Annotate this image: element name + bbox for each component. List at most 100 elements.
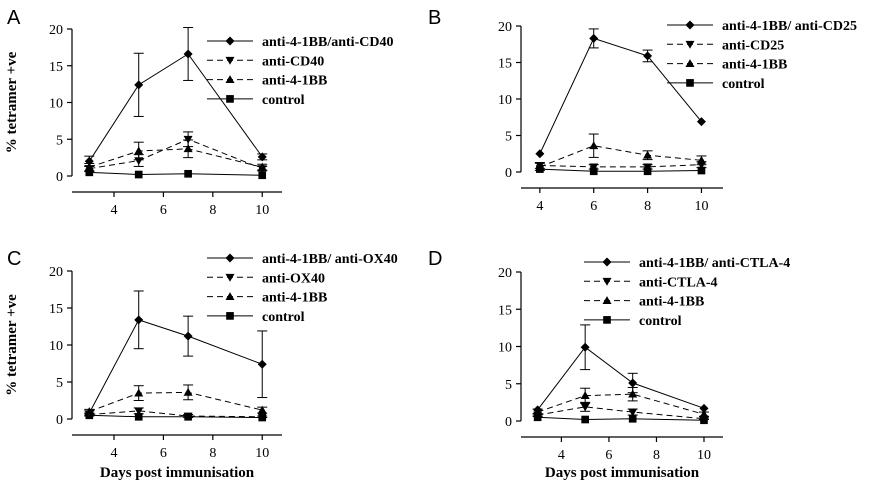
data-point [628, 378, 638, 388]
series-line [537, 406, 705, 420]
x-tick-label: 8 [209, 446, 216, 461]
data-point [134, 80, 144, 90]
y-axis-label: % tetramer +ve [4, 51, 20, 153]
x-axis-label: Days post immunisation [100, 465, 255, 481]
data-point [696, 117, 706, 127]
y-tick-label: 5 [56, 376, 63, 391]
legend: anti-4-1BB/ anti-CTLA-4 anti-CTLA-4 anti-4… [584, 256, 790, 329]
legend-label: anti-4-1BB [262, 74, 327, 89]
x-tick-label: 10 [694, 199, 708, 214]
x-tick-label: 8 [209, 203, 216, 218]
x-tick-label: 8 [653, 448, 660, 463]
legend-label: anti-CTLA-4 [639, 275, 718, 290]
series-line [537, 346, 705, 411]
data-point [700, 416, 708, 425]
y-tick-label: 10 [49, 339, 63, 354]
series-line [539, 164, 702, 168]
data-point [184, 412, 192, 421]
x-tick-label: 4 [111, 203, 118, 218]
legend-marker [685, 59, 695, 67]
data-point [183, 144, 193, 153]
data-point [257, 359, 267, 369]
panel-c: C 0 5 10 15 20 4 6 8 10 % tetramer +ve Days post im… [4, 248, 398, 481]
legend-marker [602, 257, 612, 267]
data-point [134, 315, 144, 325]
data-point [134, 170, 143, 179]
legend-label: anti-4-1BB/ anti-CD25 [722, 19, 857, 34]
data-point [183, 387, 193, 396]
series-line [89, 391, 263, 413]
legend-marker [225, 36, 235, 46]
panel-letter: C [7, 248, 21, 270]
series-line [88, 53, 263, 162]
legend: anti-4-1BB/ anti-OX40 anti-OX40 anti-4-1BB… [207, 252, 398, 325]
panel-letter: A [7, 7, 21, 29]
legend-label: anti-4-1BB [262, 291, 327, 306]
data-point [628, 414, 637, 423]
data-point [536, 165, 544, 173]
series-line [89, 171, 263, 176]
data-point [628, 389, 638, 398]
legend-marker [226, 95, 234, 103]
y-tick-label: 20 [498, 20, 512, 35]
x-tick-label: 10 [255, 203, 269, 218]
y-tick-label: 10 [498, 341, 512, 356]
legend-label: anti-OX40 [262, 271, 325, 286]
x-tick-label: 10 [255, 446, 269, 461]
data-point [85, 411, 94, 420]
y-tick-label: 15 [49, 302, 63, 317]
legend-marker [602, 277, 612, 286]
series-line [88, 319, 263, 414]
x-tick-label: 4 [111, 446, 118, 461]
series-triangle-up [84, 384, 268, 415]
y-tick-label: 10 [498, 93, 512, 108]
data-point [134, 157, 144, 166]
data-point [134, 146, 144, 155]
legend-label: anti-4-1BB [639, 295, 704, 310]
panel-letter: D [428, 248, 442, 270]
series-square [85, 168, 267, 180]
y-tick-label: 15 [498, 303, 512, 318]
series-diamond [533, 324, 709, 415]
data-point [184, 169, 192, 178]
y-tick-label: 15 [498, 57, 512, 72]
data-point [699, 403, 709, 413]
legend-marker [225, 292, 235, 300]
y-tick-label: 5 [56, 133, 63, 148]
data-point [580, 391, 590, 400]
y-tick-label: 20 [49, 23, 63, 38]
y-tick-label: 0 [505, 415, 512, 430]
data-point [699, 409, 709, 418]
legend-marker [225, 56, 235, 65]
legend: anti-4-1BB/anti-CD40 anti-CD40 anti-4-1BB c… [207, 35, 393, 108]
legend-marker [226, 312, 234, 320]
panel-d: D 0 5 10 15 20 4 6 8 10 Days post immunisation anti… [428, 248, 790, 481]
series-line [89, 414, 263, 419]
legend-label: control [262, 310, 305, 325]
y-tick-label: 20 [49, 265, 63, 280]
legend-label: anti-4-1BB/anti-CD40 [262, 35, 393, 50]
legend-label: anti-4-1BB [722, 58, 787, 73]
data-point [85, 168, 94, 177]
data-point [696, 155, 706, 164]
legend-marker [685, 40, 695, 49]
data-point [258, 413, 267, 422]
x-tick-label: 6 [605, 448, 612, 463]
data-point [589, 141, 599, 150]
data-point [134, 412, 143, 421]
series-triangle-down [84, 131, 268, 174]
legend-label: control [262, 93, 305, 108]
data-point [134, 388, 144, 397]
y-tick-label: 15 [49, 60, 63, 75]
y-tick-label: 10 [49, 97, 63, 112]
series-square [533, 413, 708, 425]
data-point [643, 51, 653, 61]
x-tick-label: 6 [590, 199, 597, 214]
y-tick-label: 5 [505, 378, 512, 393]
series-line [537, 416, 704, 421]
data-point [643, 167, 652, 176]
series-line [539, 37, 702, 154]
data-point [589, 33, 599, 43]
